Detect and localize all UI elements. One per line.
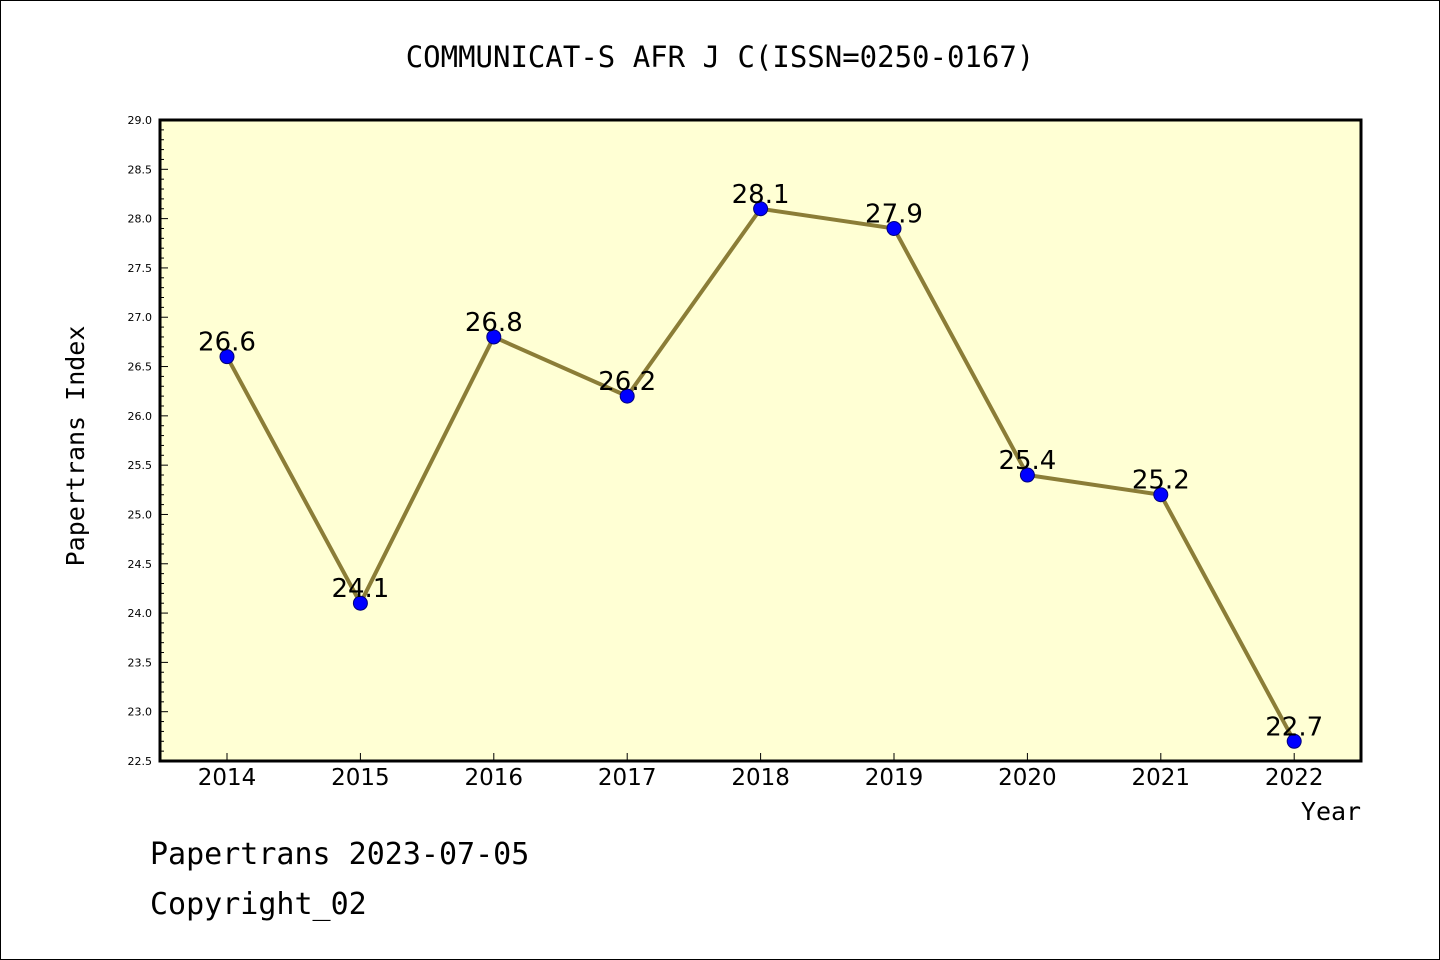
data-point	[219, 349, 235, 365]
y-tick-label: 25.0	[128, 508, 153, 521]
data-point	[886, 220, 902, 236]
y-tick-label: 26.5	[128, 361, 153, 374]
x-tick-label: 2014	[198, 765, 257, 791]
series: 26.6 24.1 26.8 26.2 28.1 27.9 25.4 25.2 22.7	[198, 180, 1323, 749]
data-label: 25.4	[998, 446, 1056, 476]
data-label: 28.1	[732, 180, 790, 210]
footer-copyright: Copyright_02	[150, 887, 367, 922]
x-axis: 2014 2015 2016 2017 2018 2019 2020 2021 2022	[198, 753, 1324, 791]
x-axis-label: Year	[1301, 797, 1361, 826]
y-tick-label: 23.5	[128, 656, 153, 669]
x-tick-label: 2021	[1132, 765, 1191, 791]
y-tick-label: 28.5	[128, 163, 153, 176]
x-tick-label: 2019	[865, 765, 924, 791]
x-tick-label: 2016	[465, 765, 524, 791]
x-tick-label: 2020	[998, 765, 1057, 791]
data-point	[1019, 467, 1035, 483]
y-tick-label: 27.0	[128, 311, 153, 324]
data-point	[352, 595, 368, 611]
data-label: 25.2	[1132, 466, 1190, 496]
y-tick-label: 28.0	[128, 213, 153, 226]
footer-stamp: Papertrans 2023-07-05	[150, 837, 529, 872]
data-label: 22.7	[1265, 712, 1323, 742]
data-point	[486, 329, 502, 345]
data-label: 26.8	[465, 308, 523, 338]
x-tick-label: 2022	[1265, 765, 1324, 791]
y-tick-label: 22.5	[128, 755, 153, 768]
data-point	[619, 388, 635, 404]
data-point	[753, 201, 769, 217]
data-label: 27.9	[865, 199, 923, 229]
y-axis: 22.5 23.0 23.5 24.0 24.5 25.0 25.5 26.0 26.5 27.0…	[128, 114, 168, 768]
plot-border	[158, 118, 1363, 763]
chart-title: COMMUNICAT-S AFR J C(ISSN=0250-0167)	[406, 40, 1035, 74]
y-tick-label: 27.5	[128, 262, 153, 275]
data-label: 24.1	[331, 574, 389, 604]
y-axis-label: Papertrans Index	[61, 326, 90, 567]
data-label: 26.6	[198, 328, 256, 358]
data-label: 26.2	[598, 367, 656, 397]
data-point	[1153, 487, 1169, 503]
x-tick-label: 2015	[331, 765, 390, 791]
y-tick-label: 26.0	[128, 410, 153, 423]
x-tick-label: 2017	[598, 765, 657, 791]
plot-area	[160, 120, 1361, 761]
y-tick-label: 24.5	[128, 558, 153, 571]
data-point	[1286, 733, 1302, 749]
y-tick-label: 23.0	[128, 706, 153, 719]
y-tick-label: 29.0	[128, 114, 153, 127]
y-tick-label: 24.0	[128, 607, 153, 620]
y-tick-label: 25.5	[128, 459, 153, 472]
x-tick-label: 2018	[731, 765, 790, 791]
